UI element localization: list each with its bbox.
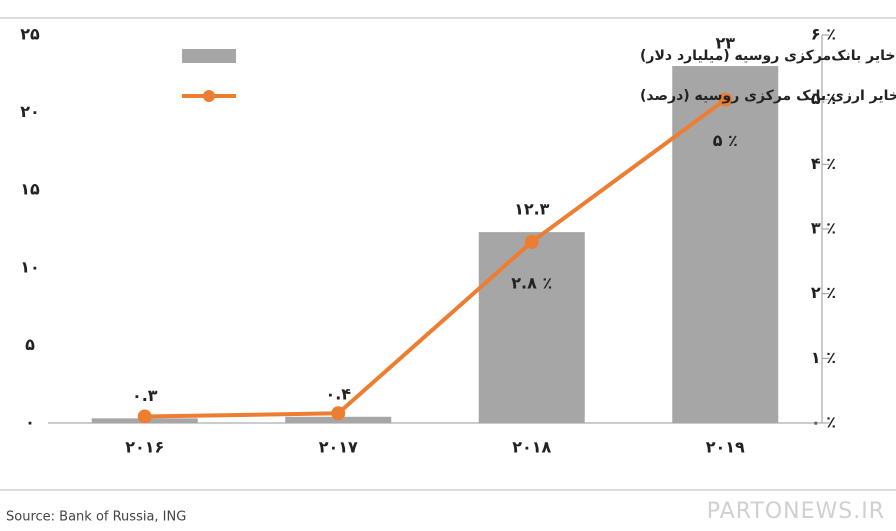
y2-tick-label: ۲ ٪	[811, 283, 836, 302]
bar-value-label: ۱۲.۳	[514, 200, 550, 219]
y-tick-label: ۲۵	[20, 25, 40, 44]
source: Source: Bank of Russia, ING	[6, 510, 186, 525]
y-tick-label: ۵	[25, 335, 35, 354]
line	[144, 98, 727, 419]
y2-tick-label: ۴ ٪	[811, 154, 836, 173]
bar-value-label: ۰.۴	[325, 384, 351, 403]
line-value-label: ۲.۸ ٪	[511, 273, 552, 292]
y-tick-label: ۲۰	[20, 102, 40, 121]
legend-label: نسبت یوان به کل ذخایر ارزی بانک مرکزی رو…	[640, 88, 896, 104]
legend-label: حجم یوان در ذخایر بانک‌مرکزی روسیه (میلی…	[640, 48, 896, 64]
bar	[478, 232, 585, 423]
point	[137, 409, 152, 424]
point	[524, 234, 539, 249]
x-tick-label: ۲۰۱۶	[125, 438, 164, 457]
x-tick-label: ۲۰۱۷	[319, 438, 358, 457]
x-tick-label: ۲۰۱۹	[706, 438, 745, 457]
x-tick-label: ۲۰۱۸	[512, 438, 551, 457]
legend-swatch	[203, 90, 215, 102]
point	[718, 92, 733, 107]
y2-tick-label: ۳ ٪	[811, 219, 836, 238]
y2-tick-label: ۰ ٪	[811, 413, 836, 432]
y-tick-label: ۰	[25, 413, 35, 432]
line-value-label: ۵ ٪	[713, 131, 738, 150]
y2-tick-label: ۶ ٪	[811, 25, 836, 44]
y-tick-label: ۱۵	[20, 180, 40, 199]
legend-swatch	[182, 49, 236, 63]
bar-value-label: ۰.۳	[132, 386, 158, 405]
y2-tick-label: ۵ ٪	[811, 89, 836, 108]
point	[331, 406, 346, 421]
bar	[672, 66, 779, 423]
y-tick-label: ۱۰	[20, 257, 40, 276]
watermark: PARTONEWS.IR	[707, 499, 885, 524]
y2-tick-label: ۱ ٪	[811, 348, 836, 367]
bar-value-label: ۲۳	[715, 34, 735, 53]
